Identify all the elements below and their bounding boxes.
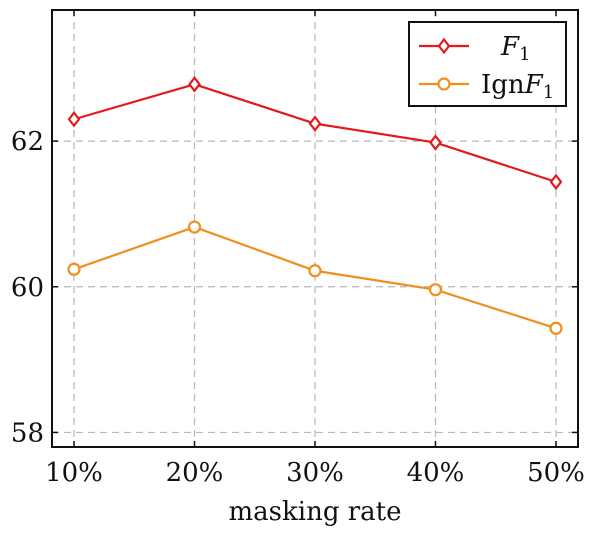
series-1 (67, 220, 563, 335)
data-point (308, 264, 322, 278)
legend-label: IgnF1 (481, 70, 554, 103)
x-tick-label: 40% (407, 458, 465, 488)
x-axis-title: masking rate (229, 497, 402, 527)
legend-entry-0: F1 (419, 32, 531, 65)
axis-ticks: 10% 20% 30% 40% 50% 58 60 62 (11, 10, 585, 488)
data-point (549, 321, 563, 335)
data-point (549, 173, 563, 191)
data-point (429, 134, 442, 151)
data-point (67, 110, 81, 128)
data-point (308, 115, 322, 132)
x-tick-label: 10% (45, 458, 103, 488)
legend-label: F1 (500, 32, 531, 65)
x-tick-label: 20% (166, 458, 224, 488)
data-point (187, 220, 202, 234)
y-tick-label: 60 (11, 273, 44, 303)
legend: F1 IgnF1 (408, 21, 567, 107)
data-point (428, 283, 443, 297)
y-tick-label: 62 (11, 127, 44, 157)
x-tick-label: 50% (527, 458, 585, 488)
legend-marker (437, 37, 451, 55)
legend-marker (437, 77, 451, 91)
legend-box (408, 21, 567, 107)
legend-entry-1: IgnF1 (419, 70, 554, 103)
x-tick-label: 30% (286, 458, 344, 488)
series-layer (67, 75, 563, 335)
data-point (188, 75, 201, 93)
data-point (67, 262, 81, 276)
series-0 (67, 75, 563, 191)
y-tick-label: 58 (11, 418, 44, 448)
